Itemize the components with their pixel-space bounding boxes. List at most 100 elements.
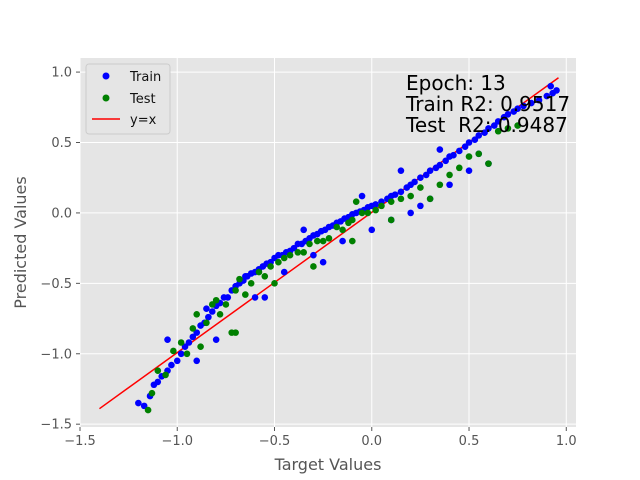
point-test — [465, 153, 473, 160]
series-layer — [99, 77, 560, 414]
annotation-train-r2: Train R2: 0.9517 — [405, 92, 570, 116]
point-test — [162, 371, 169, 379]
point-train — [391, 191, 399, 198]
point-train — [135, 399, 142, 407]
legend-test-marker — [102, 94, 110, 102]
point-train — [397, 188, 405, 196]
metrics-annotation: Epoch: 13 Train R2: 0.9517 Test R2: 0.94… — [405, 71, 570, 137]
point-test — [197, 343, 204, 351]
point-train — [491, 122, 498, 129]
point-train — [417, 202, 424, 210]
point-train — [407, 209, 414, 217]
point-test — [280, 254, 288, 262]
y-tick-label: −0.5 — [40, 277, 72, 292]
point-train — [280, 268, 288, 276]
point-train — [205, 313, 212, 321]
annotation-epoch: Epoch: 13 — [406, 71, 506, 95]
point-train — [450, 151, 457, 159]
point-train — [212, 336, 220, 343]
point-test — [364, 209, 372, 217]
point-test — [475, 150, 483, 158]
point-test — [261, 273, 269, 280]
point-train — [461, 143, 469, 151]
point-train — [465, 139, 473, 146]
point-test — [203, 319, 210, 327]
x-tick-label: −1.0 — [161, 434, 193, 449]
point-test — [436, 181, 444, 189]
point-train — [527, 99, 535, 107]
point-test — [148, 389, 156, 397]
point-test — [222, 301, 230, 308]
point-train — [485, 125, 492, 132]
point-test — [387, 216, 395, 224]
point-train — [208, 308, 216, 315]
y-tick-label: 1.0 — [51, 66, 72, 81]
point-train — [300, 226, 307, 234]
point-test — [333, 223, 341, 231]
point-train — [164, 336, 171, 343]
point-test — [387, 198, 395, 205]
point-train — [290, 244, 298, 252]
point-test — [417, 184, 424, 191]
y-tick-label: 0.0 — [51, 206, 72, 221]
point-train — [417, 174, 424, 182]
point-test — [247, 280, 255, 287]
legend-train-label: Train — [129, 70, 161, 85]
point-train — [193, 357, 201, 365]
point-test — [236, 275, 243, 283]
point-train — [372, 201, 379, 208]
point-test — [170, 347, 177, 355]
point-test — [300, 249, 307, 256]
point-test — [314, 237, 321, 245]
point-train — [189, 333, 197, 341]
point-train — [422, 171, 430, 179]
y-tick-label: −1.5 — [40, 418, 72, 433]
point-train — [181, 343, 189, 351]
axis-ticks: −1.5 −1.0 −0.5 0.0 0.5 1.0 −1.5 −1.0 −0.5 0.0 0.5 1… — [40, 66, 576, 449]
point-test — [267, 263, 274, 270]
point-train — [173, 357, 181, 365]
point-train — [310, 251, 317, 259]
point-test — [212, 296, 220, 304]
point-test — [242, 291, 249, 298]
point-train — [261, 294, 269, 301]
point-test — [177, 339, 185, 346]
point-test — [352, 198, 360, 205]
point-train — [168, 361, 175, 369]
point-test — [306, 240, 313, 248]
point-test — [183, 350, 191, 358]
point-test — [372, 206, 379, 214]
point-test — [275, 258, 282, 266]
point-test — [286, 251, 294, 259]
point-train — [547, 82, 555, 90]
point-test — [494, 127, 502, 135]
point-test — [189, 325, 197, 332]
x-tick-label: 0.0 — [361, 434, 382, 449]
point-test — [319, 237, 327, 245]
x-axis-label: Target Values — [274, 455, 382, 474]
x-tick-label: −1.5 — [64, 434, 96, 449]
y-tick-label: −1.0 — [40, 347, 72, 362]
legend-box — [85, 63, 171, 135]
point-train — [154, 378, 162, 386]
point-train — [436, 146, 444, 153]
point-train — [504, 111, 512, 118]
point-test — [232, 287, 239, 294]
point-train — [520, 102, 527, 110]
point-train — [251, 294, 259, 301]
point-test — [193, 311, 201, 318]
y-axis-label: Predicted Values — [11, 176, 30, 308]
x-tick-label: −0.5 — [259, 434, 291, 449]
point-train — [426, 167, 434, 174]
point-test — [514, 122, 521, 129]
point-test — [232, 329, 239, 336]
point-train — [411, 178, 418, 186]
point-train — [242, 273, 249, 280]
point-train — [339, 237, 346, 245]
point-test — [144, 406, 152, 414]
point-train — [455, 147, 463, 155]
point-test — [310, 263, 317, 270]
annotation-test-r2: Test R2: 0.9487 — [405, 113, 568, 137]
point-train — [193, 329, 201, 336]
